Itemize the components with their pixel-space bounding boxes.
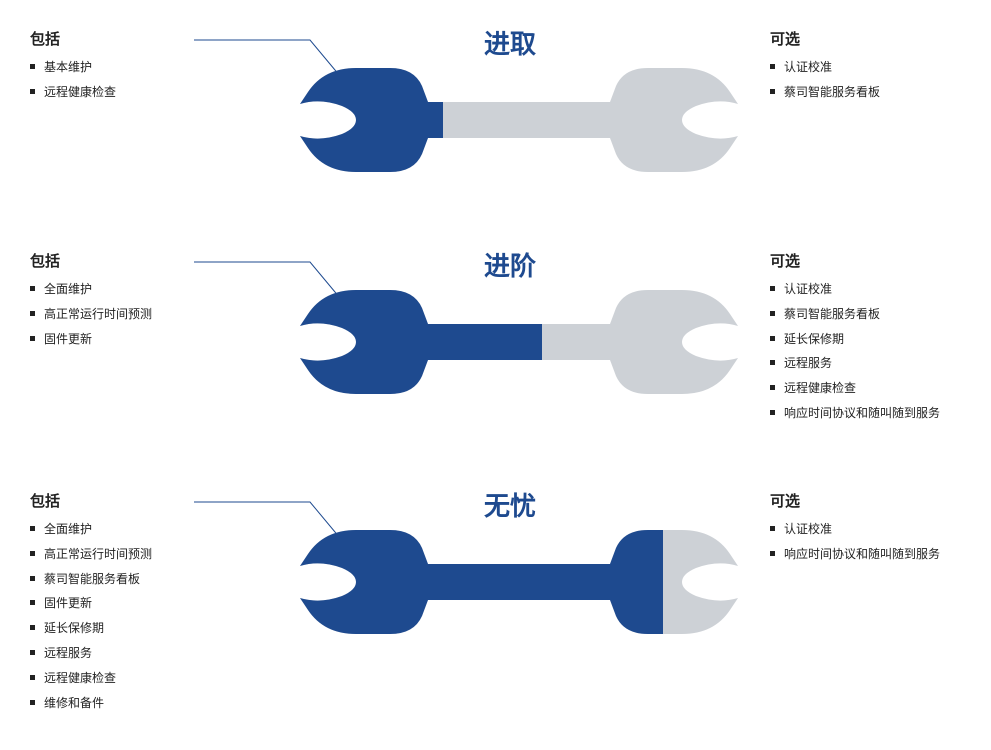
optional-list: 认证校准蔡司智能服务看板延长保修期远程服务远程健康检查响应时间协议和随叫随到服务 [770, 281, 970, 422]
optional-item: 蔡司智能服务看板 [770, 84, 970, 101]
optional-item: 蔡司智能服务看板 [770, 306, 970, 323]
optional-column: 可选认证校准响应时间协议和随叫随到服务 [770, 490, 970, 571]
included-item: 远程服务 [30, 645, 260, 662]
wrench [294, 58, 744, 183]
included-item: 固件更新 [30, 595, 260, 612]
optional-item: 响应时间协议和随叫随到服务 [770, 546, 970, 563]
optional-column: 可选认证校准蔡司智能服务看板 [770, 28, 970, 109]
wrench-icon [294, 280, 744, 400]
optional-list: 认证校准响应时间协议和随叫随到服务 [770, 521, 970, 563]
optional-item: 认证校准 [770, 281, 970, 298]
optional-column: 可选认证校准蔡司智能服务看板延长保修期远程服务远程健康检查响应时间协议和随叫随到… [770, 250, 970, 430]
wrench-icon [294, 58, 744, 178]
optional-item: 认证校准 [770, 59, 970, 76]
included-item: 远程健康检查 [30, 670, 260, 687]
tier-title: 进阶 [460, 246, 560, 283]
wrench-icon [294, 520, 744, 640]
optional-item: 认证校准 [770, 521, 970, 538]
optional-header: 可选 [770, 490, 970, 511]
optional-header: 可选 [770, 250, 970, 271]
optional-list: 认证校准蔡司智能服务看板 [770, 59, 970, 101]
included-item: 固件更新 [30, 331, 260, 348]
optional-item: 响应时间协议和随叫随到服务 [770, 405, 970, 422]
wrench [294, 280, 744, 405]
optional-header: 可选 [770, 28, 970, 49]
tier-title: 进取 [460, 24, 560, 61]
included-item: 维修和备件 [30, 695, 260, 712]
included-item: 延长保修期 [30, 620, 260, 637]
wrench [294, 520, 744, 645]
included-item: 蔡司智能服务看板 [30, 571, 260, 588]
optional-item: 延长保修期 [770, 331, 970, 348]
optional-item: 远程健康检查 [770, 380, 970, 397]
optional-item: 远程服务 [770, 355, 970, 372]
tier-title: 无忧 [460, 486, 560, 523]
